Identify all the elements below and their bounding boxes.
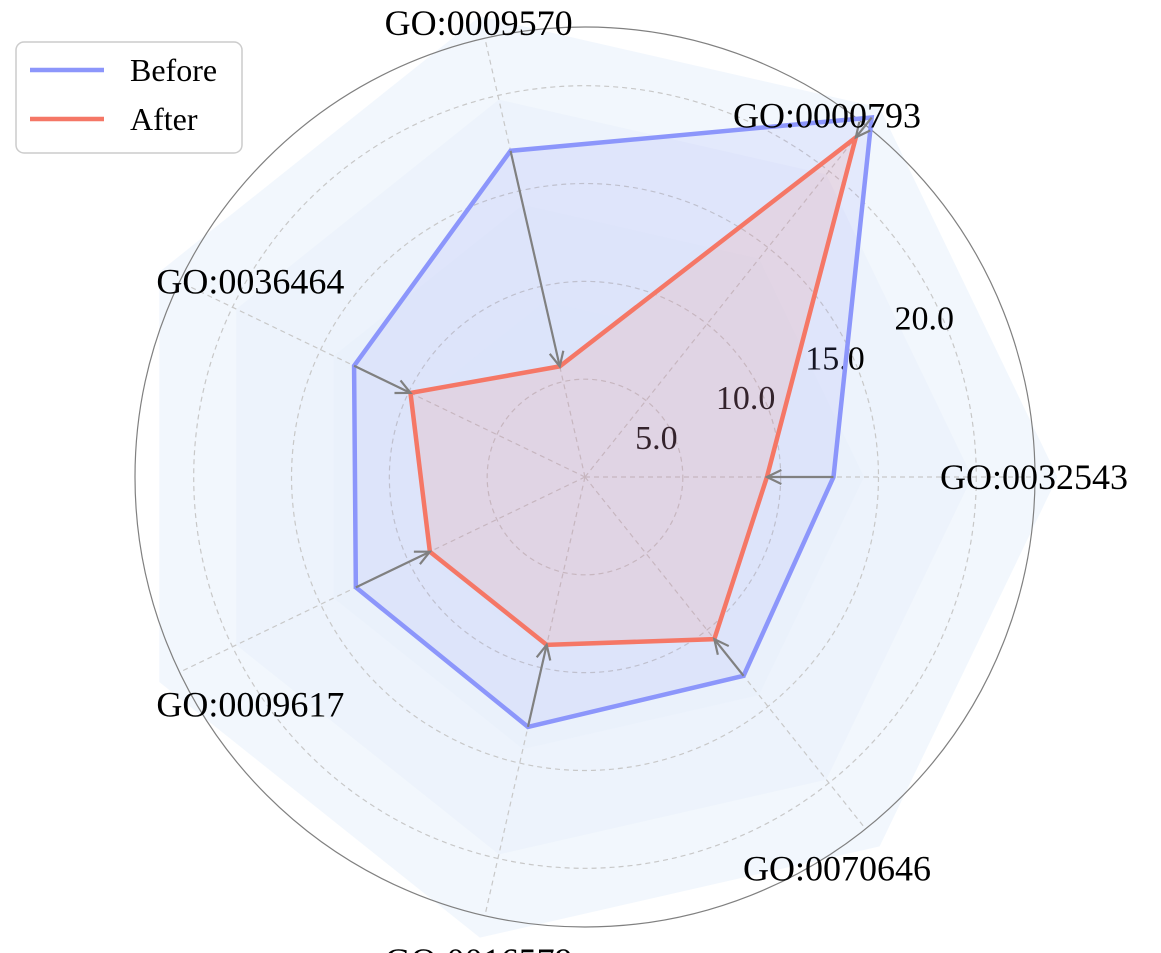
arrow-1 [764, 469, 834, 485]
radial-tick-label-2: 10.0 [716, 380, 776, 417]
axis-label-4: GO:0036464 [156, 262, 344, 302]
outer-circle [134, 26, 1036, 928]
arrow-shaft [509, 150, 561, 367]
arrow-7 [712, 637, 745, 677]
radial-tick-label-4: 20.0 [895, 300, 955, 337]
arrow-head [548, 350, 565, 369]
radial-tick-label-1: 5.0 [635, 420, 678, 457]
arrow-3 [509, 150, 565, 369]
axis-label-6: GO:0016579 [385, 941, 573, 953]
series-layer [351, 115, 875, 730]
spoke-2 [584, 124, 867, 478]
spoke-3 [484, 38, 586, 478]
arrow-shaft [353, 364, 411, 394]
grid-circle-1 [486, 378, 684, 576]
arrow-6 [526, 642, 552, 728]
arrow-4 [353, 364, 413, 395]
arrow-shaft [713, 638, 745, 677]
legend-label-after: After [130, 101, 198, 137]
axis-label-7: GO:0070646 [743, 849, 931, 889]
arrow-shaft [355, 550, 431, 589]
arrow-shaft [854, 116, 873, 139]
series-after [407, 131, 860, 648]
background-bands [159, 16, 1058, 938]
background-band-4 [422, 301, 765, 653]
change-arrows [353, 116, 873, 728]
arrow-head [764, 469, 782, 485]
axis-label-3: GO:0009570 [385, 3, 573, 43]
arrow-head [535, 642, 552, 661]
arrow-head [854, 121, 871, 140]
arrow-head [712, 637, 730, 655]
axis-label-5: GO:0009617 [156, 684, 344, 724]
arrow-shaft [526, 644, 548, 728]
legend-label-before: Before [130, 52, 217, 88]
arrow-5 [355, 550, 433, 589]
radial-tick-label-3: 15.0 [805, 340, 865, 377]
legend: Before After [15, 41, 243, 154]
arrow-head [394, 379, 413, 395]
arrow-2 [854, 116, 873, 140]
axis-label-1: GO:0032543 [940, 457, 1128, 497]
radial-tick-labels: 5.0 10.0 15.0 20.0 [635, 300, 954, 457]
grid-circle-3 [290, 182, 880, 772]
axis-label-2: GO:0000793 [733, 95, 921, 135]
arrow-head [413, 550, 433, 565]
series-before [351, 115, 875, 730]
axis-labels: GO:0032543 GO:0000793 GO:0009570 GO:0036464… [156, 3, 1128, 953]
